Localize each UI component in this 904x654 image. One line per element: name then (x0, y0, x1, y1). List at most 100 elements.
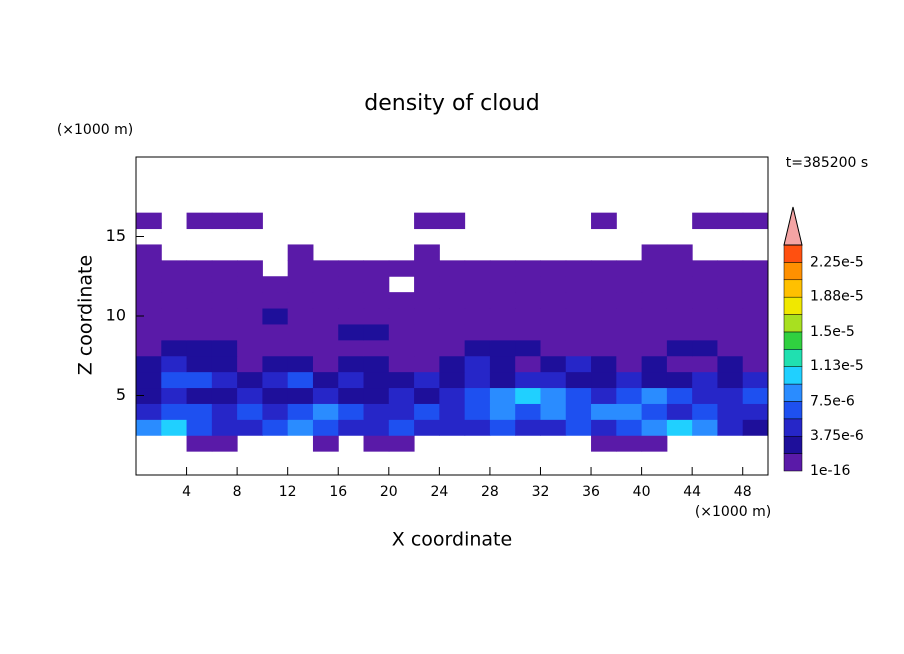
contour-cell (262, 308, 289, 325)
contour-cell (616, 276, 643, 293)
contour-cell (439, 371, 466, 389)
contour-cell (338, 387, 365, 404)
contour-cell (489, 276, 516, 293)
colorbar-band (783, 349, 803, 367)
contour-cell (338, 276, 365, 293)
contour-cell (161, 403, 188, 420)
contour-cell (717, 403, 744, 420)
contour-cell (515, 339, 541, 357)
contour-cell (515, 387, 541, 404)
colorbar-band (783, 453, 803, 472)
x-tick-label: 32 (532, 484, 550, 500)
contour-cell (565, 292, 592, 309)
x-tick-label: 28 (481, 484, 499, 500)
contour-cell (565, 276, 592, 293)
contour-cell (515, 403, 541, 420)
contour-cell (414, 308, 440, 325)
contour-cell (439, 260, 466, 277)
contour-cell (312, 435, 339, 452)
contour-cell (464, 308, 491, 325)
contour-cell (388, 355, 415, 373)
contour-cell (161, 371, 188, 389)
contour-cell (540, 323, 567, 341)
contour-cell (161, 323, 188, 341)
contour-cell (287, 260, 314, 277)
colorbar-band (783, 435, 803, 454)
contour-cell (312, 355, 339, 373)
colorbar-band (783, 296, 803, 315)
contour-cell (515, 323, 541, 341)
contour-cell (237, 419, 263, 436)
contour-cell (591, 435, 617, 452)
contour-cell (414, 212, 440, 230)
colorbar-band (783, 366, 803, 385)
contour-cell (312, 260, 339, 277)
contour-cell (464, 276, 491, 293)
contour-cell (515, 371, 541, 389)
contour-cell (186, 276, 213, 293)
contour-cell (414, 260, 440, 277)
contour-cell (338, 308, 365, 325)
contour-cell (439, 387, 466, 404)
contour-cell (742, 371, 769, 389)
contour-cell (186, 403, 213, 420)
contour-cell (692, 308, 718, 325)
contour-cell (338, 419, 365, 436)
contour-cell (464, 292, 491, 309)
colorbar-band (783, 331, 803, 350)
contour-cell (717, 339, 744, 357)
contour-cell (742, 292, 769, 309)
contour-cell (489, 339, 516, 357)
contour-cell (540, 339, 567, 357)
contour-cell (565, 403, 592, 420)
contour-cell (237, 355, 263, 373)
contour-cell (641, 435, 668, 452)
contour-cell (717, 212, 744, 230)
contour-cell (338, 339, 365, 357)
contour-cell (616, 308, 643, 325)
contour-cell (414, 355, 440, 373)
contour-cell (211, 387, 238, 404)
contour-cell (464, 403, 491, 420)
contour-cell (742, 260, 769, 277)
contour-cell (616, 435, 643, 452)
x-tick-label: 8 (233, 484, 242, 500)
contour-cell (666, 371, 693, 389)
contour-cell (388, 308, 415, 325)
contour-cell (262, 371, 289, 389)
contour-cell (211, 419, 238, 436)
contour-cell (312, 323, 339, 341)
contour-cell (692, 371, 718, 389)
x-tick-label: 20 (380, 484, 398, 500)
contour-cell (540, 355, 567, 373)
contour-cell (540, 276, 567, 293)
contour-cell (540, 292, 567, 309)
annotation: t=385200 s (786, 155, 868, 171)
contour-cell (742, 308, 769, 325)
contour-cell (489, 292, 516, 309)
contour-cell (312, 387, 339, 404)
contour-cell (464, 419, 491, 436)
colorbar-tick-label: 1.13e-5 (810, 358, 864, 374)
contour-cell (742, 355, 769, 373)
contour-cell (742, 276, 769, 293)
contour-cell (565, 339, 592, 357)
contour-cell (237, 387, 263, 404)
colorbar-tick-label: 3.75e-6 (810, 428, 864, 444)
contour-cell (565, 308, 592, 325)
contour-cell (666, 244, 693, 261)
contour-cell (717, 371, 744, 389)
contour-cell (439, 276, 466, 293)
contour-cell (692, 419, 718, 436)
x-tick-label: 36 (582, 484, 600, 500)
contour-cell (262, 403, 289, 420)
contour-cell (262, 419, 289, 436)
contour-cell (186, 355, 213, 373)
contour-cell (489, 419, 516, 436)
contour-cell (338, 355, 365, 373)
contour-cell (666, 339, 693, 357)
contour-cell (186, 339, 213, 357)
y-tick-label: 5 (116, 385, 126, 404)
contour-cell (692, 212, 718, 230)
